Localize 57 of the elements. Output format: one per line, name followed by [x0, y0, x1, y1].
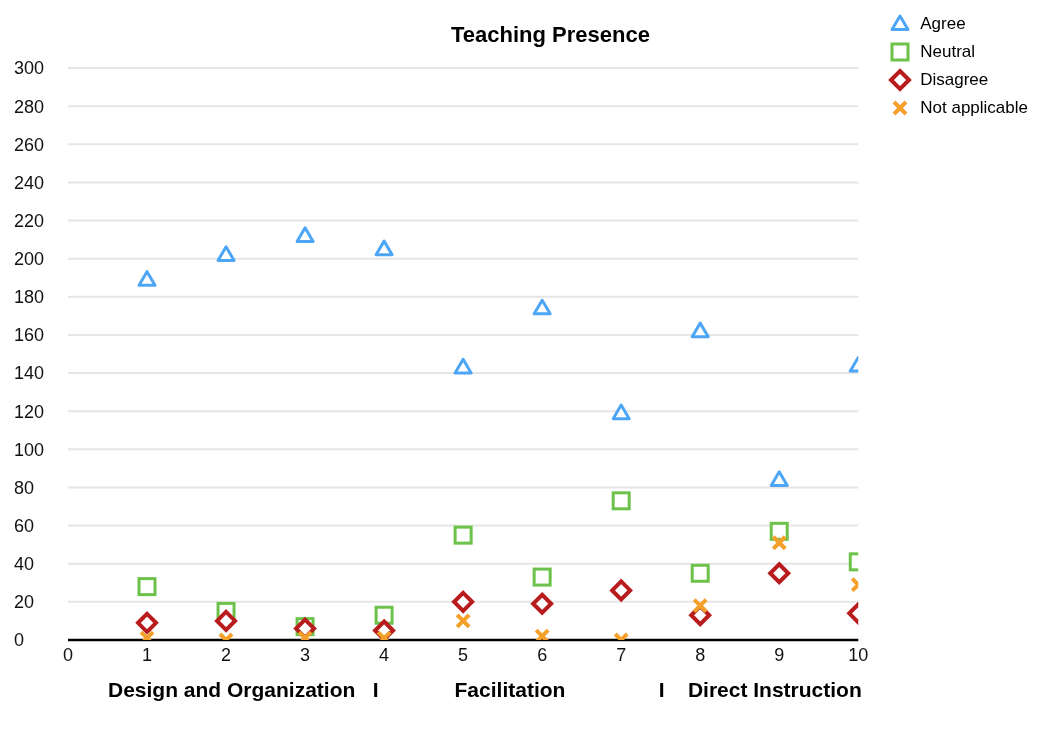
x-tick-label: 9: [774, 644, 785, 665]
text: Design and Organization I Facilitation I Direct Instruction: [108, 678, 863, 702]
point: [532, 298, 552, 316]
point: [216, 245, 236, 262]
y-tick-label: 40: [14, 554, 35, 575]
y-tick-label: 300: [14, 58, 45, 79]
x-tick-label: 10: [848, 644, 869, 665]
y-tick-label: 240: [14, 172, 45, 193]
point: [690, 563, 710, 583]
point: [215, 609, 238, 632]
point: [692, 597, 709, 614]
point: [532, 567, 552, 587]
y-tick-label: 260: [14, 134, 45, 155]
y-tick-label: 200: [14, 249, 45, 270]
point: [611, 491, 631, 511]
x-tick-label: 8: [695, 644, 706, 665]
x-tick-label: 7: [616, 644, 627, 665]
x-tick-label: 2: [221, 644, 232, 665]
point: [453, 357, 473, 375]
point: [453, 525, 473, 545]
point: [137, 270, 157, 287]
point: [455, 612, 472, 629]
y-tick-label: 0: [14, 630, 25, 651]
point: [531, 592, 554, 615]
legend-label: Neutral: [920, 42, 976, 62]
y-tick-label: 160: [14, 325, 45, 346]
point: [374, 239, 394, 257]
y-tick-label: 80: [14, 477, 35, 498]
x-tick-label: 6: [537, 644, 548, 665]
point: [690, 321, 710, 339]
y-tick-label: 180: [14, 287, 45, 308]
chart-title: Teaching Presence: [451, 22, 650, 47]
point: [611, 403, 631, 421]
x-tick-label: 0: [62, 644, 74, 665]
y-tick-label: 20: [14, 592, 35, 613]
point: [136, 611, 159, 634]
x-tick-label: 5: [458, 644, 469, 665]
point: [452, 590, 475, 613]
legend-label: Agree: [920, 14, 966, 34]
x-tick-label: 4: [379, 644, 390, 665]
point: [137, 577, 157, 597]
point: [769, 470, 789, 487]
point: [610, 579, 633, 602]
y-tick-label: 100: [14, 439, 45, 460]
y-tick-label: 120: [14, 401, 45, 422]
point: [771, 534, 788, 551]
x-tick-label: 1: [142, 644, 153, 665]
point: [295, 226, 315, 243]
legend-label: Not applicable: [920, 98, 1028, 118]
y-tick-label: 220: [14, 210, 45, 231]
x-tick-label: 3: [300, 644, 311, 665]
y-tick-label: 60: [14, 515, 35, 536]
y-tick-label: 140: [14, 363, 45, 384]
point: [374, 605, 394, 625]
y-tick-label: 280: [14, 96, 45, 117]
point: [768, 562, 791, 585]
legend-label: Disagree: [920, 70, 989, 90]
